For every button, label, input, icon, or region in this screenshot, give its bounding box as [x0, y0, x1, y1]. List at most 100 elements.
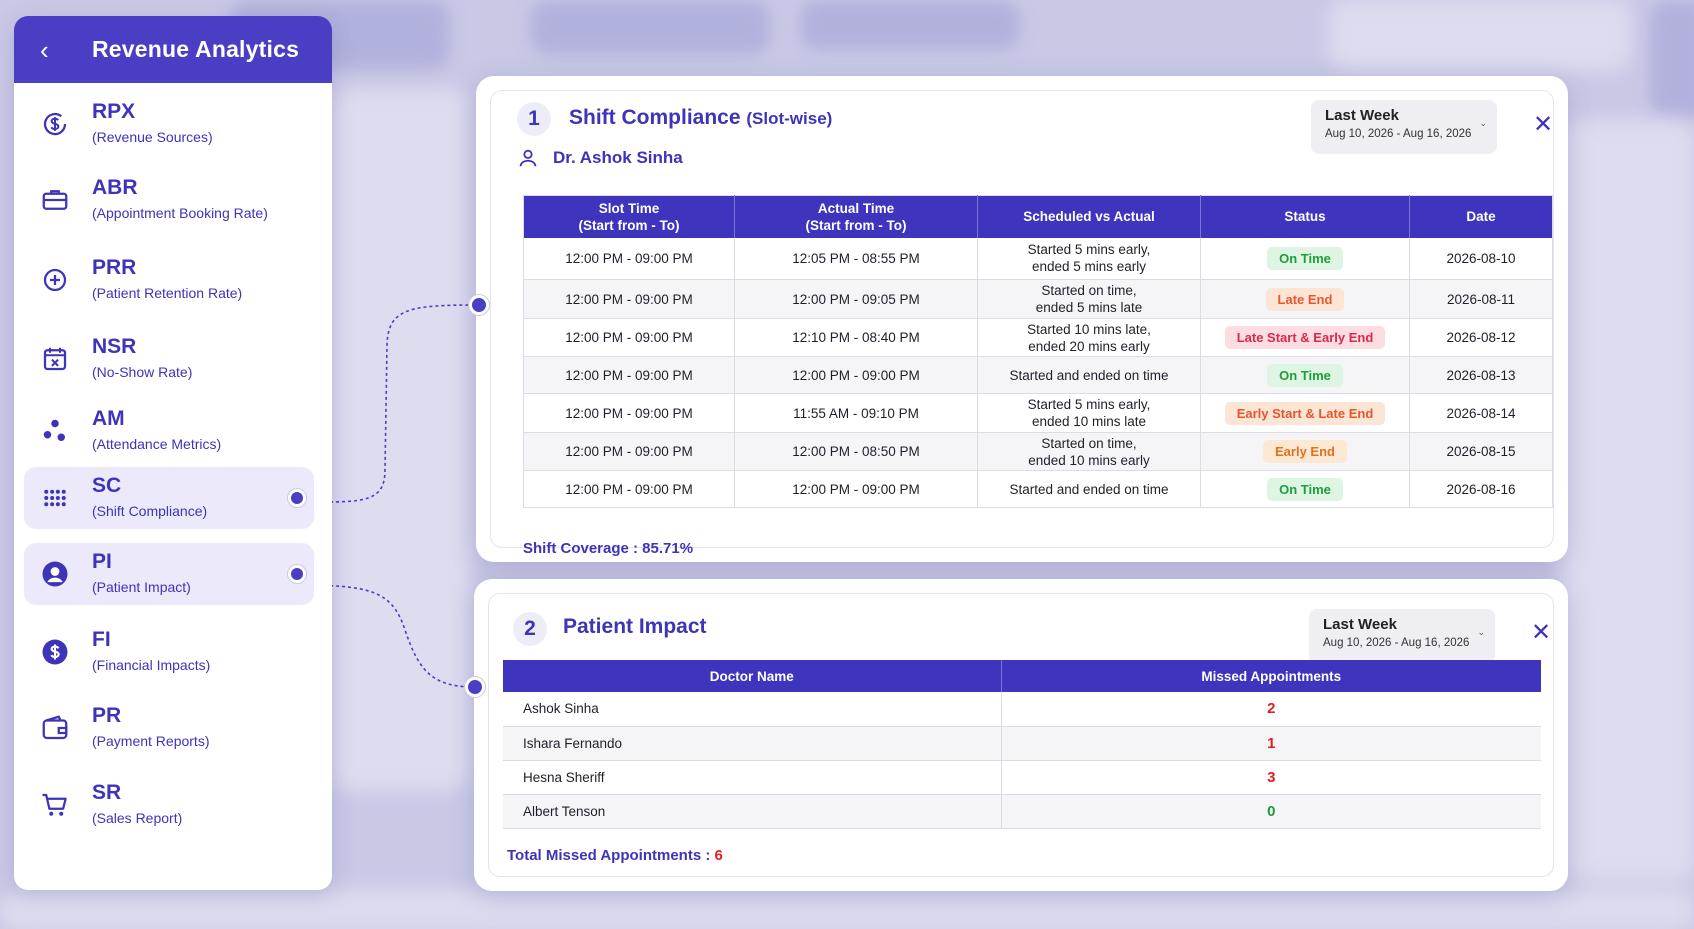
sidebar-item-fi[interactable]: FI (Financial Impacts) [24, 621, 314, 683]
sidebar-item-pr[interactable]: PR (Payment Reports) [24, 697, 314, 759]
svsa-line: ended 10 mins late [1031, 414, 1147, 429]
date-range-selector[interactable]: Last Week Aug 10, 2026 - Aug 16, 2026 ⌄ [1309, 609, 1495, 663]
sidebar-item-prr[interactable]: PRR (Patient Retention Rate) [24, 249, 314, 311]
doctor-name-cell: Hesna Sheriff [503, 760, 1002, 795]
sidebar-item-code: PRR [92, 256, 137, 279]
column-header: Date [1409, 195, 1553, 238]
date-range-selector[interactable]: Last Week Aug 10, 2026 - Aug 16, 2026 ⌄ [1311, 100, 1497, 154]
sidebar-item-code: SC [92, 474, 122, 497]
column-header: Scheduled vs Actual [977, 195, 1201, 238]
sidebar-item-label: (Patient Impact) [92, 579, 191, 595]
svsa-line: Started 5 mins early, [1027, 397, 1151, 412]
total-missed-label: Total Missed Appointments : [507, 847, 715, 864]
sidebar-item-label: (Attendance Metrics) [92, 436, 222, 452]
sidebar-item-code: AM [92, 407, 125, 430]
status-badge: Early End [1263, 440, 1347, 463]
sidebar-item-code: ABR [92, 176, 138, 199]
date-cell: 2026-08-11 [1409, 279, 1553, 319]
column-header-line: (Start from - To) [805, 217, 907, 233]
panel-title-text: Shift Compliance [569, 106, 741, 129]
close-icon[interactable]: ✕ [1533, 111, 1554, 138]
total-missed: Total Missed Appointments : 6 [507, 847, 723, 864]
retention-icon [38, 263, 72, 297]
range-label: Last Week [1325, 107, 1399, 124]
status-badge: Late Start & Early End [1224, 326, 1386, 349]
briefcase-icon [38, 183, 72, 217]
chevron-down-icon: ⌄ [1479, 118, 1487, 128]
sidebar-item-sr[interactable]: SR (Sales Report) [24, 774, 314, 836]
sidebar-title: Revenue Analytics [92, 36, 300, 62]
svsa-line: Started and ended on time [1009, 367, 1169, 383]
chevron-down-icon: ⌄ [1477, 627, 1485, 637]
svsa-line: Started 5 mins early, [1027, 242, 1151, 258]
status-cell: Early Start & Late End [1200, 393, 1410, 433]
date-cell: 2026-08-13 [1409, 356, 1553, 394]
connector-node [288, 565, 306, 583]
sidebar-item-code: PI [92, 550, 112, 573]
back-icon[interactable]: ‹ [40, 34, 49, 65]
status-badge: On Time [1267, 477, 1343, 501]
shift-compliance-card: 1 Shift Compliance (Slot-wise) Dr. Ashok… [490, 90, 1554, 557]
panel-title-suffix: (Slot-wise) [746, 109, 833, 128]
svsa-line: ended 10 mins early [1028, 452, 1150, 468]
status-cell: On Time [1200, 237, 1410, 280]
svsa-line: Started 10 mins late, [1027, 321, 1151, 337]
status-cell: On Time [1200, 470, 1410, 508]
patient-impact-panel: 2 Patient Impact Last Week Aug 10, 2026 … [474, 579, 1568, 891]
range-dates: Aug 10, 2026 - Aug 16, 2026 [1325, 128, 1472, 140]
slot-time: 12:00 PM - 09:00 PM [523, 470, 735, 508]
sidebar-item-am[interactable]: AM (Attendance Metrics) [24, 400, 314, 462]
sidebar-item-code: SR [92, 781, 122, 804]
table-row: 12:00 PM - 09:00 PM 12:00 PM - 08:50 PM St… [523, 432, 1553, 471]
slot-time: 12:00 PM - 09:00 PM [523, 318, 735, 357]
column-header-line: Status [1284, 209, 1326, 225]
doctor-name: Dr. Ashok Sinha [517, 147, 683, 169]
scheduled-vs-actual: Started on time, ended 10 mins early [977, 432, 1201, 471]
missed-appointments-cell: 0 [1001, 794, 1541, 829]
actual-time: 12:10 PM - 08:40 PM [734, 318, 978, 357]
column-header-line: Date [1466, 209, 1496, 225]
close-icon[interactable]: ✕ [1531, 619, 1552, 646]
cart-icon [38, 788, 72, 822]
date-cell: 2026-08-15 [1409, 432, 1553, 471]
slot-time: 12:00 PM - 09:00 PM [523, 393, 735, 433]
svsa-line: Started and ended on time [1009, 481, 1169, 497]
missed-appointments-cell: 1 [1001, 726, 1541, 761]
scheduled-vs-actual: Started and ended on time [977, 356, 1201, 394]
sidebar-item-pi[interactable]: PI (Patient Impact) [24, 543, 314, 605]
sidebar-item-code: RPX [92, 100, 136, 123]
sidebar-item-sc[interactable]: SC (Shift Compliance) [24, 467, 314, 529]
slot-time: 12:00 PM - 09:00 PM [523, 432, 735, 471]
dollar-icon [38, 635, 72, 669]
table-row: Ishara Fernando 1 [503, 726, 1541, 761]
column-header: Slot Time (Start from - To) [523, 195, 735, 238]
actual-time: 12:00 PM - 09:00 PM [734, 470, 978, 508]
date-cell: 2026-08-14 [1409, 393, 1553, 433]
sidebar-item-rpx[interactable]: RPX (Revenue Sources) [24, 93, 314, 155]
status-cell: Late End [1200, 279, 1410, 319]
user-icon [519, 149, 537, 167]
status-cell: Early End [1200, 432, 1410, 471]
sidebar-item-abr[interactable]: ABR (Appointment Booking Rate) [24, 169, 314, 231]
date-cell: 2026-08-10 [1409, 237, 1553, 280]
table-row: 12:00 PM - 09:00 PM 11:55 AM - 09:10 PM St… [523, 393, 1553, 433]
table-row: 12:00 PM - 09:00 PM 12:10 PM - 08:40 PM St… [523, 318, 1553, 357]
actual-time: 12:05 PM - 08:55 PM [734, 237, 978, 280]
status-badge: On Time [1267, 246, 1343, 270]
date-cell: 2026-08-12 [1409, 318, 1553, 357]
revenue-icon [38, 107, 72, 141]
sidebar-item-label: (Financial Impacts) [92, 657, 211, 673]
sidebar-item-nsr[interactable]: NSR (No-Show Rate) [24, 328, 314, 390]
sidebar-item-label: (Appointment Booking Rate) [92, 205, 268, 221]
connector-node [288, 489, 306, 507]
total-missed-value: 6 [714, 847, 723, 864]
table-row: 12:00 PM - 09:00 PM 12:00 PM - 09:00 PM St… [523, 356, 1553, 394]
sidebar-item-label: (Shift Compliance) [92, 503, 208, 519]
sidebar-item-code: PR [92, 704, 122, 727]
panel-number: 2 [513, 612, 547, 646]
shift-compliance-panel: 1 Shift Compliance (Slot-wise) Dr. Ashok… [476, 76, 1568, 562]
table-row: Hesna Sheriff 3 [503, 760, 1541, 795]
slot-time: 12:00 PM - 09:00 PM [523, 237, 735, 280]
sidebar-item-code: FI [92, 628, 111, 651]
column-header-line: (Start from - To) [578, 217, 680, 233]
